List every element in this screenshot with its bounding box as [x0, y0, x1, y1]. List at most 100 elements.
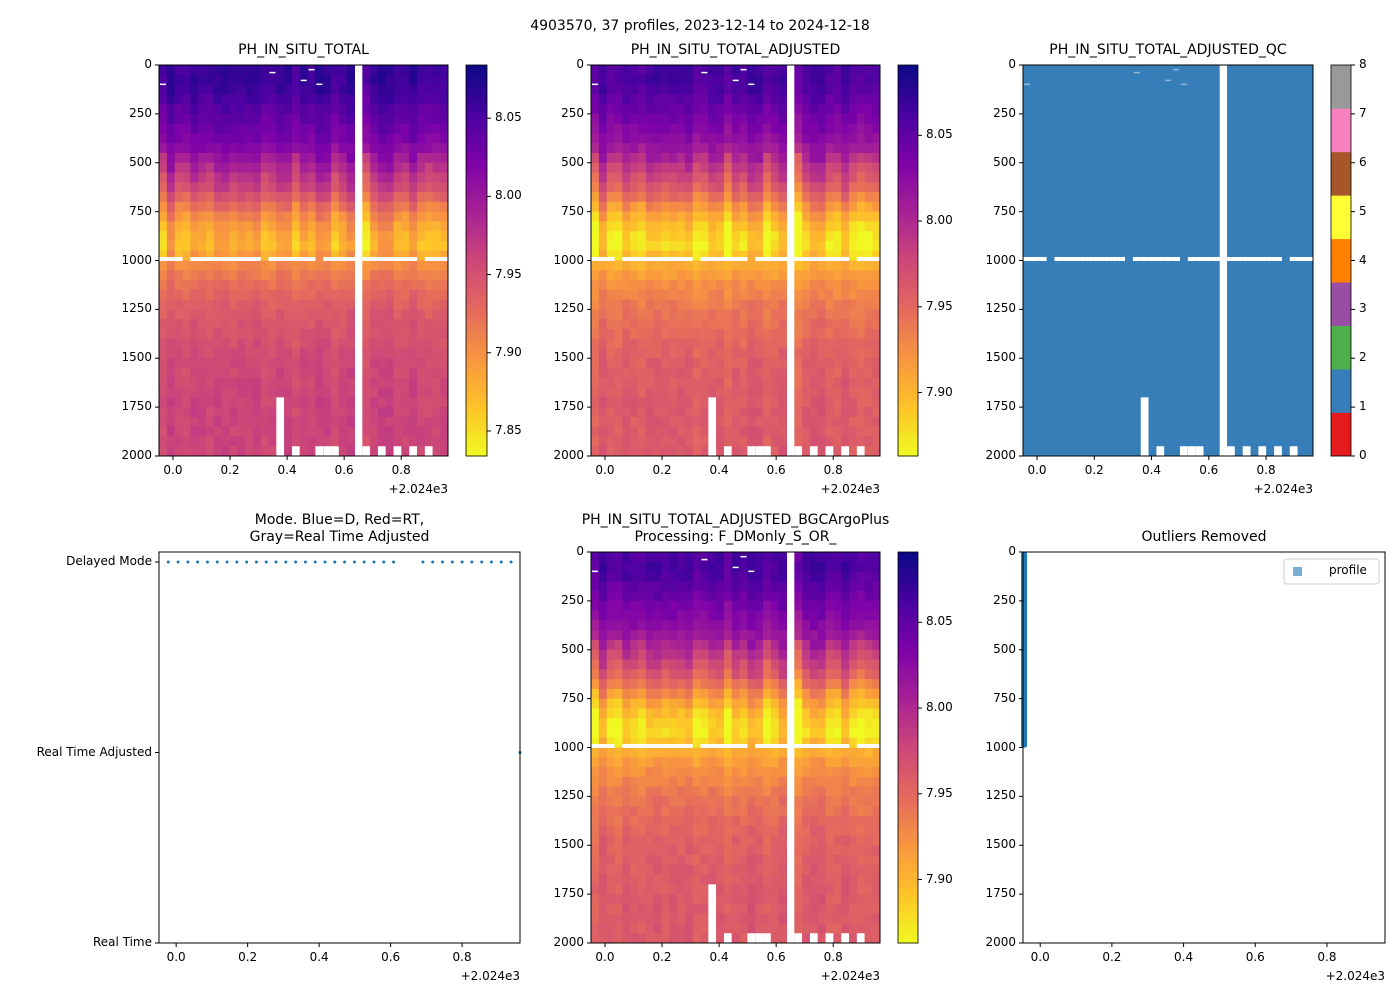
heatmap-cell	[591, 84, 600, 95]
heatmap-cell	[237, 201, 246, 213]
heatmap-cell	[159, 104, 168, 115]
heatmap-cell	[755, 192, 764, 203]
heatmap-cell	[606, 182, 616, 193]
heatmap-cell	[1030, 211, 1040, 222]
heatmap-cell	[856, 338, 866, 349]
heatmap-cell	[331, 113, 340, 125]
heatmap-cell	[1305, 143, 1314, 154]
heatmap-cell	[606, 825, 616, 836]
heatmap-cell	[645, 123, 655, 134]
heatmap-cell	[1289, 358, 1299, 369]
heatmap-cell	[1164, 211, 1173, 222]
heatmap-cell	[1297, 65, 1306, 76]
heatmap-cell	[755, 270, 764, 281]
heatmap-cell	[1234, 240, 1244, 252]
heatmap-cell	[770, 280, 780, 291]
heatmap-cell	[1242, 338, 1252, 349]
heatmap-cell	[747, 172, 756, 183]
heatmap-cell	[755, 162, 764, 174]
heatmap-cell	[684, 358, 694, 369]
heatmap-cell	[424, 143, 434, 154]
heatmap-cell	[700, 407, 709, 418]
heatmap-cell	[1062, 104, 1071, 115]
heatmap-cell	[1077, 221, 1087, 232]
heatmap-cell	[307, 358, 316, 369]
heatmap-cell	[424, 387, 434, 398]
heatmap-cell	[1234, 84, 1244, 95]
heatmap-cell	[213, 260, 223, 271]
heatmap-cell	[864, 358, 873, 369]
heatmap-cell	[1297, 201, 1306, 213]
missing-data	[1132, 256, 1142, 261]
heatmap-cell	[700, 84, 709, 95]
missing-data	[1195, 446, 1204, 456]
heatmap-cell	[1038, 416, 1048, 428]
heatmap-cell	[346, 133, 356, 144]
heatmap-cell	[763, 348, 772, 359]
heatmap-cell	[1297, 221, 1306, 232]
heatmap-cell	[338, 211, 348, 222]
heatmap-cell	[1274, 280, 1283, 291]
colorbar-segment	[1331, 108, 1351, 153]
heatmap-cell	[229, 250, 238, 261]
heatmap-cell	[1046, 348, 1055, 359]
heatmap-cell	[1046, 201, 1055, 213]
heatmap-cell	[1132, 328, 1142, 340]
heatmap-cell	[817, 172, 827, 183]
heatmap-cell	[684, 113, 694, 125]
heatmap-cell	[213, 211, 223, 222]
heatmap-cell	[401, 387, 410, 398]
heatmap-cell	[684, 348, 694, 359]
heatmap-cell	[1030, 338, 1040, 349]
heatmap-cell	[763, 152, 772, 164]
heatmap-cell	[409, 328, 418, 340]
heatmap-cell	[614, 855, 623, 866]
heatmap-cell	[1211, 260, 1220, 271]
missing-data	[661, 256, 670, 261]
heatmap-cell	[598, 649, 608, 661]
heatmap-cell	[630, 358, 639, 369]
heatmap-cell	[833, 221, 842, 232]
heatmap-cell	[424, 270, 434, 281]
heatmap-cell	[778, 182, 788, 193]
heatmap-cell	[809, 338, 819, 349]
heatmap-cell	[385, 338, 395, 349]
colorbar-gradient	[898, 248, 918, 254]
heatmap-cell	[849, 299, 858, 310]
heatmap-cell	[684, 152, 694, 164]
heatmap-cell	[622, 84, 631, 95]
heatmap-cell	[315, 407, 324, 418]
heatmap-cell	[1234, 397, 1244, 408]
heatmap-cell	[1266, 426, 1275, 437]
heatmap-cell	[864, 397, 873, 408]
heatmap-cell	[645, 270, 655, 281]
heatmap-cell	[1132, 74, 1142, 86]
heatmap-cell	[856, 309, 866, 320]
heatmap-cell	[637, 133, 647, 144]
heatmap-cell	[833, 299, 842, 310]
heatmap-cell	[307, 397, 316, 408]
heatmap-cell	[802, 260, 811, 271]
heatmap-cell	[692, 270, 702, 281]
heatmap-cell	[1297, 426, 1306, 437]
colorbar-gradient	[898, 330, 918, 336]
missing-data	[825, 256, 834, 261]
heatmap-cell	[190, 211, 199, 222]
heatmap-cell	[1054, 436, 1063, 447]
heatmap-cell	[276, 250, 285, 261]
heatmap-cell	[276, 201, 285, 213]
heatmap-cell	[723, 84, 733, 95]
heatmap-cell	[1038, 201, 1048, 213]
heatmap-cell	[1125, 348, 1134, 359]
heatmap-cell	[1274, 182, 1283, 193]
colorbar-frame	[1330, 64, 1352, 457]
heatmap-cell	[213, 328, 223, 340]
heatmap-cell	[1077, 436, 1087, 447]
heatmap-cell	[315, 338, 324, 349]
heatmap-cell	[1274, 289, 1283, 301]
heatmap-cell	[1203, 299, 1212, 310]
heatmap-cell	[1242, 113, 1252, 125]
heatmap-cell	[1179, 348, 1189, 359]
colorbar-gradient	[898, 221, 918, 226]
heatmap-cell	[747, 74, 756, 86]
